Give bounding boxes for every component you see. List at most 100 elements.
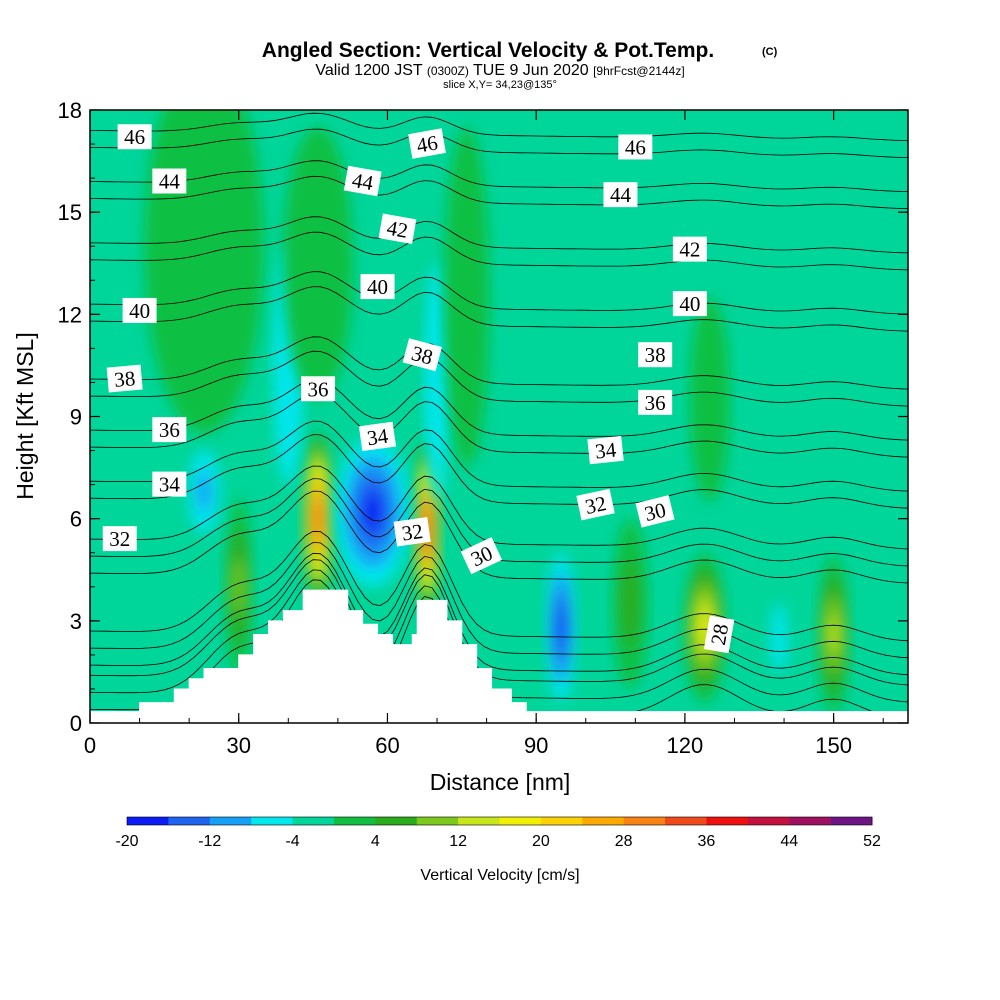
contour-label: 30 (635, 495, 675, 528)
contour-label: 36 (638, 389, 673, 415)
contour-label-text: 36 (308, 377, 329, 401)
contour-label-text: 40 (367, 275, 388, 299)
contour-label-box (378, 213, 417, 244)
velocity-band (283, 127, 353, 400)
isentrope-40 (90, 286, 908, 332)
y-tick-label: 12 (58, 302, 82, 327)
colorbar-swatch (830, 817, 873, 825)
velocity-cell (283, 127, 353, 400)
contour-label: 36 (301, 376, 336, 402)
colorbar-tick-label: 44 (780, 833, 798, 850)
isentrope-40 (90, 271, 908, 315)
velocity-cell (538, 263, 564, 400)
colorbar-swatch (665, 817, 707, 825)
velocity-band (316, 509, 320, 528)
contour-label-text: 46 (625, 135, 646, 159)
contour-label-box (343, 165, 382, 197)
colorbar-swatch (623, 817, 666, 825)
contour-label: 46 (408, 128, 446, 159)
colorbar-swatch (375, 817, 418, 825)
colorbar-swatch (582, 817, 625, 825)
x-tick-label: 90 (524, 733, 548, 758)
isentrope-42 (90, 231, 908, 271)
isentrope-34 (90, 434, 908, 509)
isentrope-38 (90, 350, 908, 407)
x-tick-label: 60 (375, 733, 399, 758)
contour-label: 34 (152, 471, 187, 497)
contour-label-text: 42 (679, 238, 700, 262)
y-axis-label: Height [Kft MSL] (12, 332, 38, 499)
contour-label: 40 (122, 297, 157, 323)
contour-label-box (587, 435, 624, 465)
contour-label-text: 34 (365, 424, 390, 451)
contour-label: 34 (358, 421, 397, 452)
isentrope-38 (90, 336, 908, 390)
colorbar-label: Vertical Velocity [cm/s] (420, 867, 579, 884)
contour-label-text: 40 (679, 292, 700, 316)
subtitle-date: TUE 9 Jun 2020 (473, 62, 589, 79)
y-tick-label: 9 (70, 405, 82, 430)
contour-label: 38 (638, 342, 673, 368)
theta-isentropes (90, 112, 908, 720)
contour-label-box (576, 488, 615, 521)
contour-label-box (402, 338, 442, 372)
contour-label-box (152, 471, 187, 497)
contour-label-box (672, 291, 707, 317)
isentrope-30 (90, 542, 908, 659)
contour-label: 32 (576, 488, 615, 521)
velocity-field (102, 110, 850, 713)
colorbar-swatch (458, 817, 500, 825)
terrain-mask (139, 589, 537, 723)
colorbar-swatch (168, 817, 211, 825)
contour-label: 36 (152, 417, 187, 443)
colorbar-tick-label: 52 (863, 833, 881, 850)
contour-label-box (106, 364, 143, 393)
velocity-cell (102, 569, 138, 686)
contour-label-text: 46 (415, 130, 440, 157)
contour-label-text: 42 (385, 216, 410, 243)
velocity-band (234, 557, 244, 617)
contour-label-box (122, 297, 157, 323)
velocity-cell (764, 569, 794, 706)
subtitle-forecast: [9hrFcst@2144z] (593, 64, 685, 78)
chart-subtitle: Valid 1200 JST (0300Z) TUE 9 Jun 2020 [9… (315, 62, 684, 79)
colorbar-tick-label: 4 (371, 833, 380, 850)
contour-label-box (618, 134, 653, 160)
y-tick-label: 18 (58, 98, 82, 123)
contour-label-text: 32 (583, 491, 609, 519)
contour-label-box (360, 274, 395, 300)
velocity-band (424, 263, 450, 502)
colorbar-swatch (209, 817, 252, 825)
velocity-band (771, 603, 787, 672)
isentrope-30 (90, 552, 908, 676)
contour-label-box (672, 236, 707, 262)
velocity-band (689, 297, 730, 502)
colorbar: -20 -12 -4 4 12 20 28 36 44 52 (115, 816, 881, 850)
contour-label: 42 (378, 213, 417, 244)
contour-label-text: 46 (124, 125, 145, 149)
contour-label-box (460, 537, 503, 575)
isentrope-44 (90, 175, 908, 210)
contour-label-box (408, 128, 446, 159)
contour-label: 38 (106, 364, 143, 393)
velocity-band (196, 470, 212, 512)
colorbar-swatch (706, 817, 749, 825)
x-axis-label: Distance [nm] (430, 769, 571, 795)
isentrope-28 (90, 559, 908, 686)
velocity-cell (689, 297, 730, 502)
velocity-band (363, 493, 382, 531)
contour-label: 44 (343, 165, 382, 197)
contour-label-box (393, 517, 431, 547)
contour-label-text: 44 (610, 183, 632, 207)
velocity-cell (546, 552, 576, 703)
velocity-band (621, 561, 640, 647)
contour-label: 32 (102, 526, 137, 552)
contour-label: 44 (152, 168, 187, 194)
contour-label-box (635, 495, 675, 528)
isentrope-42 (90, 216, 908, 254)
y-tick-label: 3 (70, 609, 82, 634)
velocity-cell (683, 552, 726, 703)
contour-labels: 46 44 40 38 36 34 32 46 44 42 40 38 36 34 32 30 46 44 42 40… (102, 124, 735, 654)
chart-title: Angled Section: Vertical Velocity & Pot.… (262, 39, 714, 62)
contour-label-text: 32 (400, 519, 424, 546)
